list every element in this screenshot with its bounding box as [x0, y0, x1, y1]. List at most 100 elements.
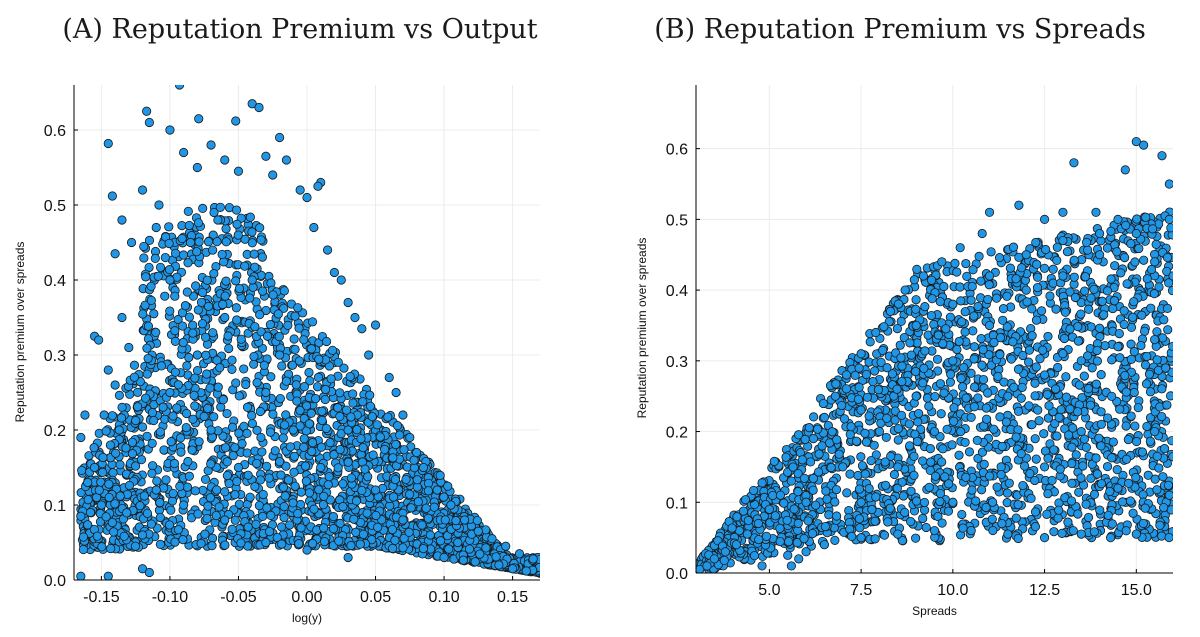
a-scatter-point: [205, 493, 216, 503]
a-scatter-point: [472, 515, 482, 526]
b-scatter-point: [1123, 478, 1134, 488]
b-scatter-point: [1024, 345, 1034, 355]
b-scatter-point: [1146, 303, 1156, 313]
a-scatter-point: [294, 323, 304, 333]
b-data-point: [937, 257, 947, 267]
b-scatter-point: [1102, 461, 1113, 472]
b-scatter-point: [1049, 445, 1059, 455]
b-scatter-point: [1002, 488, 1013, 498]
a-scatter-point: [227, 422, 238, 432]
a-scatter-point: [127, 437, 137, 447]
a-scatter-point: [129, 360, 140, 370]
a-data-point: [165, 125, 175, 135]
a-scatter-point: [256, 235, 266, 245]
b-scatter-point: [1096, 407, 1106, 417]
b-scatter-point: [1058, 349, 1068, 359]
b-scatter-point: [883, 517, 893, 527]
a-scatter-point: [116, 413, 127, 423]
a-scatter-point: [170, 367, 180, 377]
b-scatter-point: [1103, 413, 1113, 423]
b-scatter-point: [1130, 257, 1140, 267]
b-scatter-point: [1043, 413, 1053, 423]
b-scatter-point: [1022, 297, 1032, 307]
b-scatter-point: [1091, 453, 1101, 463]
b-scatter-point: [807, 528, 818, 539]
b-scatter-point: [1167, 285, 1173, 296]
b-scatter-point: [1027, 331, 1037, 341]
b-scatter-point: [1152, 485, 1162, 495]
b-scatter-point: [870, 516, 880, 526]
a-scatter-point: [436, 536, 446, 546]
b-scatter-point: [1053, 513, 1063, 523]
b-scatter-point: [954, 450, 964, 460]
a-scatter-point: [279, 286, 289, 296]
b-scatter-point: [938, 444, 948, 454]
b-scatter-point: [854, 514, 865, 524]
b-scatter-point: [1026, 493, 1036, 503]
b-scatter-point: [1121, 526, 1131, 536]
b-scatter-point: [1038, 345, 1048, 355]
a-data-point: [126, 237, 137, 248]
b-scatter-point: [955, 282, 965, 292]
b-scatter-point: [1068, 526, 1078, 536]
b-data-point: [856, 349, 866, 359]
b-scatter-point: [1168, 452, 1173, 462]
b-scatter-point: [1141, 212, 1151, 222]
b-scatter-point: [983, 388, 993, 398]
b-scatter-point: [1155, 520, 1165, 530]
b-scatter-point: [1108, 303, 1118, 314]
a-scatter-point: [194, 237, 204, 247]
a-scatter-point: [349, 514, 359, 524]
a-data-point: [231, 116, 241, 126]
a-scatter-point: [287, 360, 298, 370]
b-scatter-point: [1030, 522, 1041, 532]
a-scatter-point: [338, 479, 348, 489]
a-scatter-point: [142, 431, 152, 441]
b-scatter-point: [1043, 331, 1053, 342]
b-scatter-point: [1067, 442, 1077, 452]
b-scatter-point: [977, 360, 987, 370]
b-scatter-point: [1017, 382, 1027, 392]
b-scatter-point: [1133, 403, 1143, 413]
b-scatter-point: [987, 497, 998, 507]
a-scatter-point: [399, 445, 409, 455]
b-scatter-point: [957, 382, 968, 392]
a-scatter-point: [221, 237, 231, 247]
b-scatter-point: [864, 483, 874, 494]
b-scatter-point: [1076, 309, 1086, 319]
b-scatter-point: [1054, 505, 1064, 515]
a-scatter-point: [296, 487, 306, 497]
a-scatter-point: [351, 496, 362, 506]
b-scatter-point: [1123, 434, 1133, 445]
b-scatter-point: [896, 316, 906, 326]
a-data-point: [405, 432, 415, 443]
b-scatter-point: [1089, 527, 1099, 537]
a-scatter-point: [211, 510, 221, 521]
b-scatter-point: [935, 379, 946, 389]
b-scatter-point: [1078, 461, 1088, 471]
a-scatter-point: [141, 272, 151, 282]
b-scatter-point: [899, 332, 909, 343]
a-scatter-point: [164, 238, 174, 249]
a-scatter-point: [343, 457, 353, 467]
b-scatter-point: [1159, 444, 1170, 454]
a-scatter-point: [213, 382, 223, 392]
a-point-cloud: [76, 85, 540, 580]
a-scatter-point: [160, 291, 170, 301]
b-scatter-point: [1032, 259, 1042, 270]
a-scatter-point: [289, 334, 299, 344]
a-scatter-point: [200, 529, 210, 539]
b-scatter-point: [933, 330, 943, 340]
a-scatter-point: [387, 524, 398, 535]
a-scatter-point: [172, 403, 182, 413]
a-data-point: [261, 151, 271, 161]
b-scatter-point: [1112, 465, 1122, 475]
b-scatter-point: [886, 451, 896, 461]
b-scatter-point: [1052, 255, 1062, 265]
b-scatter-point: [1132, 214, 1142, 224]
b-scatter-point: [918, 456, 928, 466]
a-y-tick-label: 0.2: [44, 423, 66, 440]
b-scatter-point: [856, 405, 866, 415]
b-scatter-point: [799, 473, 810, 483]
b-scatter-point: [937, 518, 947, 528]
